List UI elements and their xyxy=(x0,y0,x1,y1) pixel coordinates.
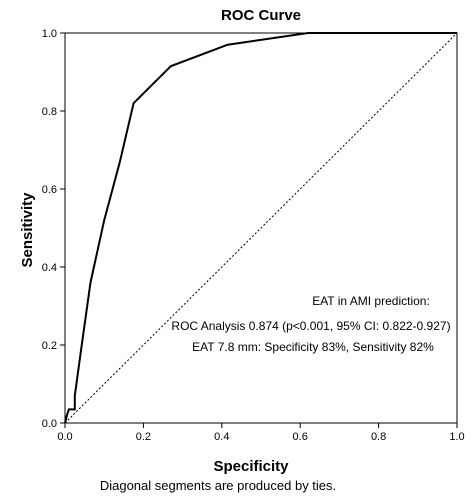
annotation-line-2: ROC Analysis 0.874 (p<0.001, 95% CI: 0.8… xyxy=(171,319,450,333)
series-layer xyxy=(64,32,458,424)
x-axis-title: Specificity xyxy=(213,458,289,475)
y-axis-title: Sensitivity xyxy=(19,192,36,268)
x-tick-label: 0.4 xyxy=(214,431,229,443)
y-tick-label: 0.2 xyxy=(42,340,57,352)
reference-diagonal-line xyxy=(64,32,458,424)
x-tick-label: 0.6 xyxy=(293,431,308,443)
y-tick-label: 0.0 xyxy=(42,418,57,430)
x-tick-label: 0.2 xyxy=(136,431,151,443)
x-axis: 0.0 0.2 0.4 0.6 0.8 1.0 xyxy=(57,423,465,443)
plot-frame xyxy=(64,32,458,424)
y-tick-label: 0.4 xyxy=(42,262,57,274)
x-tick-label: 1.0 xyxy=(449,431,464,443)
x-tick-label: 0.0 xyxy=(57,431,72,443)
x-tick-label: 0.8 xyxy=(371,431,386,443)
chart-title: ROC Curve xyxy=(221,7,301,24)
footnote: Diagonal segments are produced by ties. xyxy=(100,478,336,493)
annotation-line-3: EAT 7.8 mm: Specificity 83%, Sensitivity… xyxy=(192,340,434,354)
y-tick-label: 1.0 xyxy=(42,28,57,40)
annotation-line-1: EAT in AMI prediction: xyxy=(312,294,430,308)
y-tick-label: 0.6 xyxy=(42,184,57,196)
roc-curve-line xyxy=(64,32,457,424)
y-tick-label: 0.8 xyxy=(42,106,57,118)
y-axis: 0.0 0.2 0.4 0.6 0.8 1.0 xyxy=(42,28,65,430)
